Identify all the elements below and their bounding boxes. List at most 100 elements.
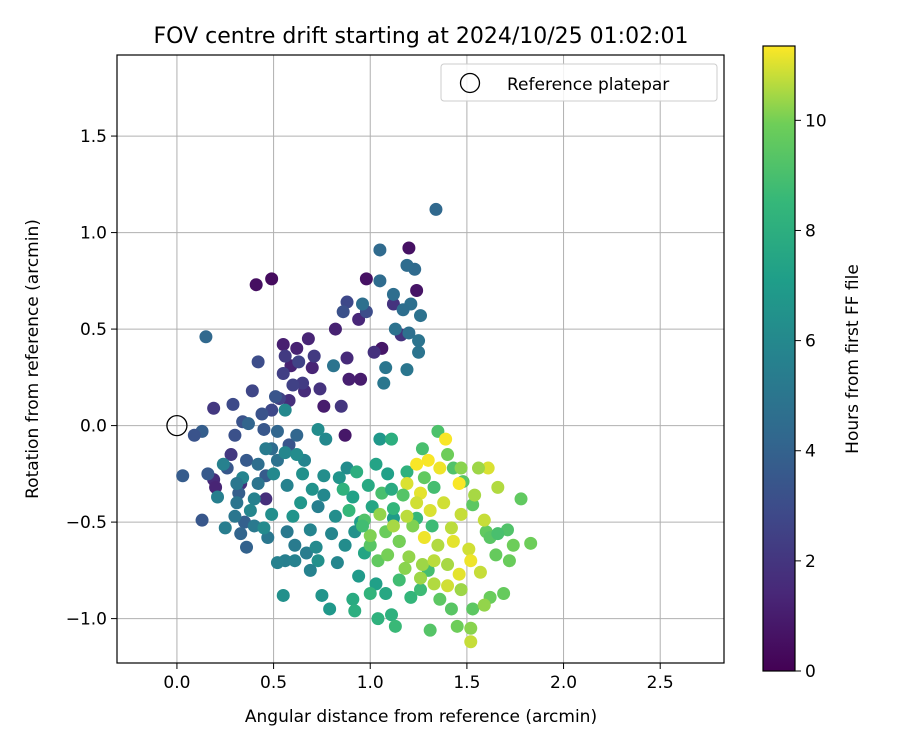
- y-axis-label: Rotation from reference (arcmin): [23, 219, 43, 499]
- data-point: [257, 422, 271, 436]
- data-point: [452, 567, 466, 581]
- colorbar-ticks: 0 2 4 6 8 10: [795, 111, 827, 682]
- data-point: [473, 565, 487, 579]
- x-tick-label: 0.0: [163, 673, 190, 693]
- data-point: [336, 482, 350, 496]
- data-point: [414, 571, 427, 585]
- x-tick-label: 1.5: [453, 673, 480, 693]
- data-point: [361, 478, 375, 492]
- data-point: [381, 548, 395, 562]
- data-point: [259, 442, 273, 456]
- colorbar-tick-label: 4: [805, 442, 816, 462]
- data-point: [471, 461, 485, 475]
- data-point: [477, 513, 491, 527]
- data-point: [359, 272, 373, 286]
- colorbar-tick-label: 2: [805, 552, 816, 572]
- data-points: [166, 202, 538, 649]
- colorbar-label: Hours from first FF file: [843, 264, 863, 454]
- y-tick-label: 0.5: [80, 320, 107, 340]
- data-point: [441, 558, 455, 572]
- data-point: [278, 446, 292, 460]
- x-tick-label: 2.0: [550, 673, 577, 693]
- data-point: [410, 283, 424, 297]
- legend: Reference platepar: [440, 63, 718, 102]
- data-point: [406, 519, 420, 533]
- data-point: [400, 476, 414, 490]
- data-point: [367, 345, 381, 359]
- data-point: [371, 554, 385, 568]
- data-point: [412, 345, 426, 359]
- data-point: [441, 448, 455, 462]
- plot-area-frame: [116, 54, 725, 664]
- data-point: [415, 558, 429, 572]
- data-point: [278, 349, 292, 363]
- x-tick-label: 2.5: [647, 673, 674, 693]
- data-point: [392, 573, 406, 587]
- data-point: [386, 519, 400, 533]
- data-point: [489, 548, 503, 562]
- data-point: [249, 278, 263, 292]
- data-point: [228, 428, 242, 442]
- data-point: [373, 274, 387, 288]
- data-point: [386, 502, 400, 516]
- data-point: [352, 569, 366, 583]
- data-point: [452, 476, 466, 490]
- y-tick-label: 0.0: [80, 417, 107, 437]
- data-point: [315, 588, 329, 602]
- data-point: [211, 490, 225, 504]
- y-tick-label: 1.0: [80, 224, 107, 244]
- data-point: [328, 322, 342, 336]
- data-point: [319, 432, 333, 446]
- data-point: [400, 363, 414, 377]
- data-point: [313, 382, 327, 396]
- data-point: [433, 461, 447, 475]
- data-point: [276, 366, 290, 380]
- data-point: [340, 351, 354, 365]
- data-point: [369, 577, 383, 591]
- data-point: [307, 349, 321, 363]
- data-point: [410, 457, 424, 471]
- data-point: [462, 542, 476, 556]
- data-point: [294, 496, 308, 510]
- data-point: [317, 488, 331, 502]
- colorbar-tick-label: 10: [805, 111, 827, 131]
- data-point: [276, 338, 290, 352]
- data-point: [301, 332, 315, 346]
- data-point: [209, 480, 223, 494]
- data-point: [247, 519, 261, 533]
- legend-box: [440, 63, 718, 102]
- data-point: [290, 448, 304, 462]
- data-point: [305, 482, 319, 496]
- data-point: [386, 287, 400, 301]
- data-point: [296, 376, 310, 390]
- data-point: [311, 554, 325, 568]
- data-point: [230, 476, 244, 490]
- data-point: [230, 496, 244, 510]
- data-point: [396, 303, 410, 317]
- data-point: [385, 432, 399, 446]
- data-point: [514, 492, 528, 506]
- data-point: [243, 504, 257, 518]
- data-point: [265, 507, 279, 521]
- data-point: [255, 407, 269, 421]
- data-point: [216, 457, 230, 471]
- data-point: [346, 592, 360, 606]
- data-point: [336, 305, 350, 319]
- data-point: [201, 467, 215, 481]
- colorbar-tick-label: 8: [805, 221, 816, 241]
- data-point: [278, 403, 292, 417]
- data-point: [417, 471, 431, 485]
- data-point: [444, 602, 458, 616]
- data-point: [468, 488, 482, 502]
- data-point: [377, 376, 391, 390]
- data-point: [247, 492, 261, 506]
- data-point: [400, 509, 414, 523]
- x-axis-label: Angular distance from reference (arcmin): [245, 707, 597, 727]
- data-point: [450, 619, 464, 633]
- data-point: [330, 556, 344, 570]
- data-point: [379, 361, 393, 375]
- data-point: [371, 612, 385, 626]
- data-point: [299, 546, 313, 560]
